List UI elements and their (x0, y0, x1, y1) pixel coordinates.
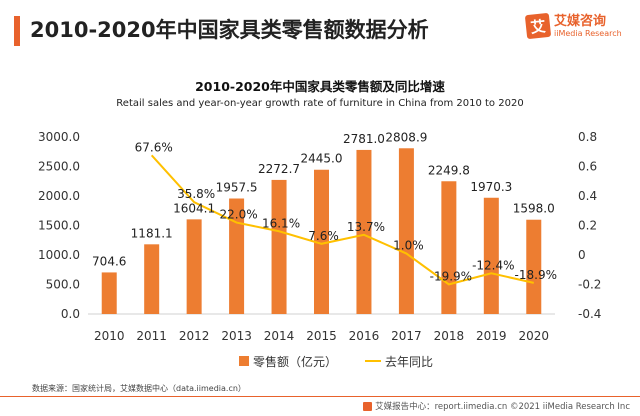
growth-line (150, 154, 534, 286)
y-right-tick-label: -0.4 (578, 307, 601, 321)
line-value-label: -12.4% (472, 258, 514, 272)
bar-value-label: 2781.0 (343, 132, 385, 146)
footer-divider (0, 396, 640, 397)
y-left-tick-label: 1500.0 (38, 219, 80, 233)
x-tick-label: 2014 (264, 329, 295, 343)
y-right-tick-label: 0.6 (578, 160, 597, 174)
y-left-tick-label: 1000.0 (38, 248, 80, 262)
bar (186, 219, 202, 314)
bar (441, 181, 457, 314)
x-tick-label: 2013 (221, 329, 252, 343)
bar (314, 169, 329, 314)
bar-value-label: 2272.7 (258, 162, 300, 176)
line-value-label: 35.8% (177, 187, 215, 201)
chart-title: 2010-2020年中国家具类零售额及同比增速 (195, 79, 445, 94)
data-source-note: 数据来源：国家统计局，艾媒数据中心（data.iimedia.cn） (32, 384, 246, 393)
logo-name-cn: 艾媒咨询 (554, 13, 607, 29)
bar (271, 179, 287, 314)
y-right-tick-label: 0 (578, 248, 586, 262)
bar (144, 244, 160, 314)
y-right-tick-label: 0.2 (578, 219, 597, 233)
bar-value-label: 2445.0 (301, 152, 343, 166)
bar-value-label: 2808.9 (385, 130, 427, 144)
line-value-label: 7.6% (308, 229, 339, 243)
legend-label-growth: 去年同比 (385, 355, 433, 369)
report-icon (363, 401, 373, 411)
line-value-label: -19.9% (430, 269, 472, 283)
line-value-label: -18.9% (515, 268, 557, 282)
y-left-tick-label: 2500.0 (38, 160, 80, 174)
x-tick-label: 2011 (136, 329, 167, 343)
y-right-tick-label: 0.4 (578, 189, 597, 203)
line-value-label: 22.0% (220, 208, 258, 222)
x-tick-label: 2012 (179, 329, 210, 343)
y-right-tick-label: 0.8 (578, 130, 597, 144)
legend-swatch-sales (239, 356, 249, 366)
x-tick-label: 2010 (94, 329, 125, 343)
y-right-tick-label: -0.2 (578, 278, 601, 292)
y-left-tick-label: 3000.0 (38, 130, 80, 144)
line-value-label: 16.1% (262, 216, 300, 230)
bar-value-label: 704.6 (92, 254, 126, 268)
bar (229, 198, 245, 314)
y-left-tick-label: 500.0 (46, 278, 80, 292)
bar-value-label: 1181.1 (131, 226, 173, 240)
page-title: 2010-2020年中国家具类零售额数据分析 (30, 18, 429, 42)
bar (483, 197, 499, 314)
chart-subtitle: Retail sales and year-on-year growth rat… (116, 98, 524, 109)
bar (526, 219, 542, 314)
bar-value-label: 2249.8 (428, 163, 470, 177)
bar (101, 272, 117, 314)
bar (398, 148, 414, 314)
logo-name-en: iiMedia Research (554, 28, 622, 38)
brand-logo: 艾 艾媒咨询 iiMedia Research (524, 12, 622, 40)
x-tick-label: 2020 (518, 329, 549, 343)
x-tick-label: 2017 (391, 329, 422, 343)
line-value-label: 1.0% (393, 239, 424, 253)
bar (356, 149, 372, 314)
x-tick-label: 2016 (349, 329, 380, 343)
legend-label-sales: 零售额（亿元） (253, 354, 337, 369)
footer-copyright: 艾媒报告中心：report.iimedia.cn ©2021 iiMedia R… (363, 400, 630, 412)
x-tick-label: 2019 (476, 329, 507, 343)
y-left-tick-label: 2000.0 (38, 189, 80, 203)
bar-value-label: 1598.0 (513, 202, 555, 216)
y-left-tick-label: 0.0 (61, 307, 80, 321)
bar-value-label: 1604.1 (173, 201, 215, 215)
x-tick-label: 2018 (434, 329, 465, 343)
title-accent-bar (14, 16, 20, 46)
line-value-label: 67.6% (135, 140, 173, 154)
bar-value-label: 1970.3 (470, 180, 512, 194)
bar-value-label: 1957.5 (216, 181, 258, 195)
copyright-text: 艾媒报告中心：report.iimedia.cn ©2021 iiMedia R… (375, 402, 630, 412)
x-tick-label: 2015 (306, 329, 337, 343)
line-value-label: 13.7% (347, 220, 385, 234)
